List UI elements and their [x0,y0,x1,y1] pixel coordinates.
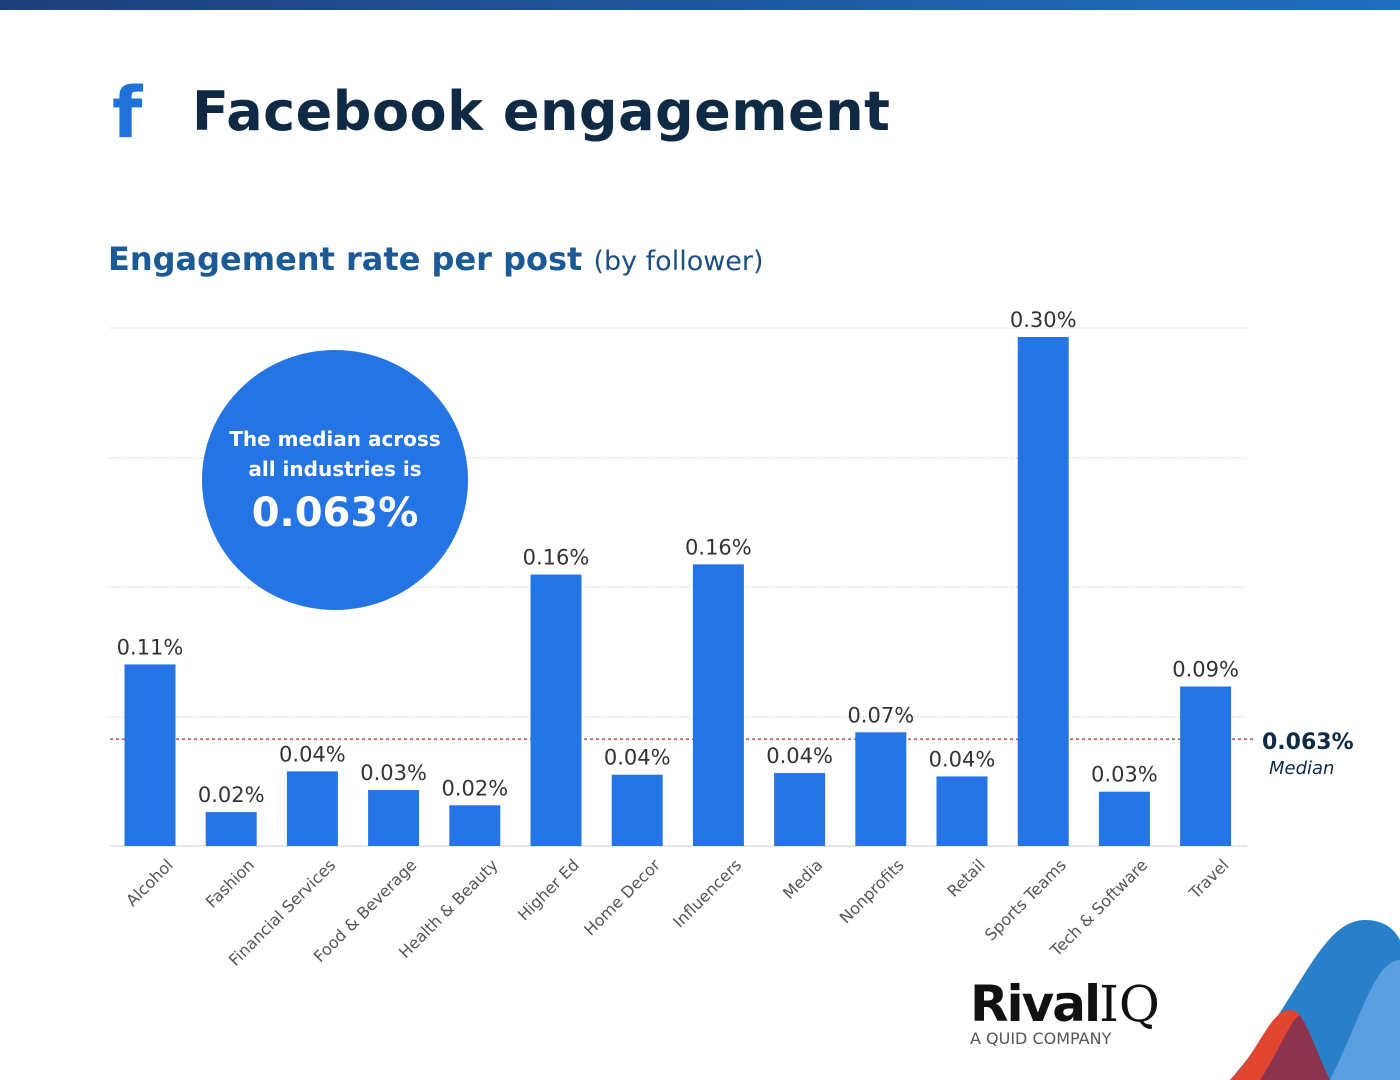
data-label: 0.16% [685,535,752,559]
x-tick-label: Travel [1185,855,1233,903]
callout-value: 0.063% [251,490,419,536]
median-label: Median [1269,758,1335,779]
decor-wave-light [1330,960,1400,1080]
data-label: 0.04% [929,747,996,771]
median-value-label: 0.063% [1262,730,1354,755]
x-tick-label: Alcohol [122,855,177,910]
x-tick-label: Retail [943,855,988,900]
data-label: 0.03% [360,761,427,785]
x-tick-label: Nonprofits [836,855,908,927]
data-label: 0.02% [198,783,265,807]
bar [1180,686,1232,846]
bar [936,776,988,846]
x-tick-label: Sports Teams [981,855,1070,944]
chart-title: Engagement rate per post (by follower) [108,240,764,278]
bar [286,771,338,846]
bar [611,774,663,846]
bar [1098,791,1150,846]
data-label: 0.07% [847,703,914,727]
data-label: 0.30% [1010,308,1077,332]
bar [855,732,907,846]
bar [530,574,582,846]
bar [692,564,744,846]
bar [124,664,176,846]
rival-iq-logo: RivalIQ A QUID COMPANY [970,975,1160,1048]
bar [368,790,420,846]
data-label: 0.04% [279,742,346,766]
data-label: 0.09% [1172,658,1239,682]
bar [774,773,826,846]
x-tick-label: Higher Ed [514,855,583,924]
data-label: 0.03% [1091,763,1158,787]
top-bar [0,0,1400,10]
bar [205,812,257,846]
facebook-icon: f [112,72,143,154]
page-title: Facebook engagement [192,80,891,143]
x-tick-label: Home Decor [580,855,664,939]
callout-line-2: all industries is [248,457,422,481]
logo-tagline: A QUID COMPANY [970,1029,1112,1048]
chart-subtitle: (by follower) [593,246,764,277]
data-label: 0.16% [523,546,590,570]
data-label: 0.02% [441,776,508,800]
bar [1017,337,1069,846]
data-label: 0.11% [117,635,184,659]
x-tick-label: Media [779,855,826,902]
bar [449,805,501,846]
logo-iq: IQ [1099,975,1160,1033]
decor-wave-maroon [1260,1015,1330,1080]
median-callout: The median across all industries is 0.063… [202,350,468,610]
data-label: 0.04% [766,744,833,768]
logo-rival: Rival [970,975,1101,1033]
x-tick-label: Influencers [669,855,745,931]
callout-line-1: The median across [229,427,441,451]
x-tick-label: Fashion [202,855,258,911]
chart-title-main: Engagement rate per post [108,240,583,278]
data-label: 0.04% [604,746,671,770]
